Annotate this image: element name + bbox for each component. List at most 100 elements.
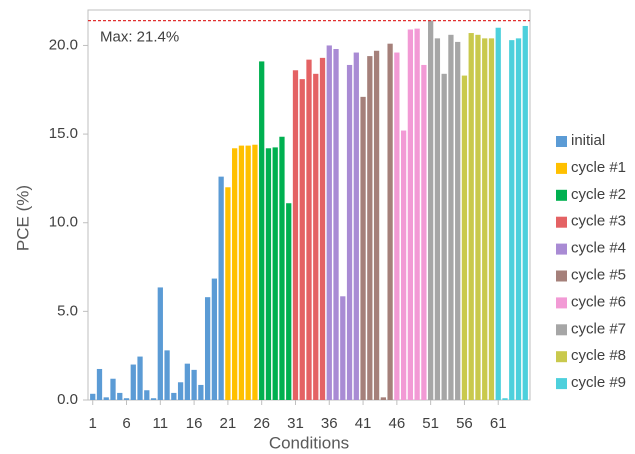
bar bbox=[421, 64, 427, 401]
legend-swatch bbox=[556, 324, 567, 336]
bar bbox=[455, 41, 461, 401]
bar bbox=[448, 34, 454, 401]
bar bbox=[272, 147, 278, 400]
bar bbox=[394, 52, 400, 400]
bar bbox=[286, 203, 292, 400]
bar bbox=[110, 378, 116, 400]
bar bbox=[144, 390, 150, 400]
bar bbox=[238, 145, 245, 400]
bar bbox=[103, 397, 109, 400]
bar bbox=[387, 43, 393, 400]
bar bbox=[299, 79, 305, 401]
x-tick-label: 46 bbox=[389, 415, 406, 432]
legend-swatch bbox=[556, 378, 567, 390]
bar bbox=[306, 59, 312, 401]
x-tick-label: 6 bbox=[122, 415, 130, 432]
x-tick-label: 61 bbox=[490, 415, 507, 432]
legend-swatch bbox=[556, 243, 567, 255]
bar bbox=[353, 52, 359, 400]
x-tick-label: 31 bbox=[287, 415, 304, 432]
bar bbox=[96, 368, 103, 400]
bar bbox=[515, 38, 522, 400]
bar bbox=[414, 28, 420, 400]
bar bbox=[502, 398, 508, 400]
legend-swatch bbox=[556, 216, 567, 228]
bar bbox=[218, 176, 224, 400]
legend-label: cycle #3 bbox=[571, 213, 626, 230]
bar bbox=[333, 49, 339, 400]
bar bbox=[346, 64, 353, 401]
bar bbox=[191, 369, 197, 400]
bar bbox=[198, 384, 204, 400]
bar bbox=[137, 356, 143, 400]
legend-swatch bbox=[556, 162, 567, 174]
bar bbox=[157, 287, 163, 400]
legend-swatch bbox=[556, 270, 567, 282]
bar bbox=[461, 75, 468, 400]
bar bbox=[117, 392, 123, 400]
bar bbox=[171, 392, 177, 400]
x-tick-label: 26 bbox=[253, 415, 270, 432]
y-tick-label: 5.0 bbox=[57, 302, 78, 319]
x-tick-label: 21 bbox=[220, 415, 237, 432]
bar bbox=[259, 61, 265, 401]
y-tick-label: 10.0 bbox=[49, 214, 78, 231]
legend-label: cycle #6 bbox=[571, 293, 626, 310]
bar bbox=[360, 96, 366, 400]
legend-label: cycle #1 bbox=[571, 159, 626, 176]
bar bbox=[509, 40, 515, 401]
y-axis-title: PCE (%) bbox=[13, 185, 32, 251]
bar bbox=[428, 20, 434, 401]
bar bbox=[319, 57, 326, 400]
bar bbox=[204, 297, 211, 400]
bar bbox=[434, 38, 441, 400]
legend-label: cycle #7 bbox=[571, 320, 626, 337]
y-tick-label: 0.0 bbox=[57, 391, 78, 408]
bar bbox=[184, 363, 190, 400]
bar bbox=[468, 33, 474, 400]
x-tick-label: 11 bbox=[153, 415, 169, 432]
legend-label: cycle #9 bbox=[571, 374, 626, 391]
legend-label: cycle #8 bbox=[571, 347, 626, 364]
x-axis-title: Conditions bbox=[269, 433, 349, 452]
bar bbox=[482, 38, 488, 400]
legend-label: cycle #2 bbox=[571, 186, 626, 203]
bar bbox=[340, 296, 346, 400]
bar bbox=[265, 148, 272, 400]
bar bbox=[367, 56, 373, 400]
bar bbox=[232, 148, 238, 400]
bar bbox=[150, 398, 157, 400]
x-tick-label: 56 bbox=[456, 415, 473, 432]
bar bbox=[177, 382, 184, 400]
bar bbox=[130, 364, 136, 400]
bar bbox=[488, 38, 495, 400]
bar bbox=[292, 70, 299, 400]
bar bbox=[407, 29, 414, 400]
bar bbox=[475, 34, 481, 401]
x-tick-label: 51 bbox=[422, 415, 439, 432]
bar bbox=[211, 278, 218, 400]
bar bbox=[400, 130, 407, 400]
bar bbox=[495, 27, 501, 401]
legend-label: initial bbox=[571, 132, 605, 149]
legend-label: cycle #4 bbox=[571, 240, 626, 257]
x-tick-label: 16 bbox=[186, 415, 203, 432]
bar bbox=[380, 397, 386, 400]
x-tick-label: 1 bbox=[89, 415, 97, 432]
bar bbox=[441, 73, 447, 401]
legend-swatch bbox=[556, 351, 567, 363]
bar bbox=[90, 393, 96, 400]
bar bbox=[252, 144, 258, 400]
bar bbox=[373, 50, 380, 400]
bar bbox=[225, 187, 231, 400]
bar bbox=[313, 73, 319, 401]
bar bbox=[522, 25, 528, 400]
x-tick-label: 41 bbox=[355, 415, 372, 432]
annotation: Max: 21.4% bbox=[100, 29, 179, 46]
bar bbox=[326, 45, 332, 401]
y-tick-label: 20.0 bbox=[49, 36, 78, 53]
legend-swatch bbox=[556, 189, 567, 201]
bar bbox=[123, 398, 130, 400]
bar bbox=[164, 350, 170, 400]
